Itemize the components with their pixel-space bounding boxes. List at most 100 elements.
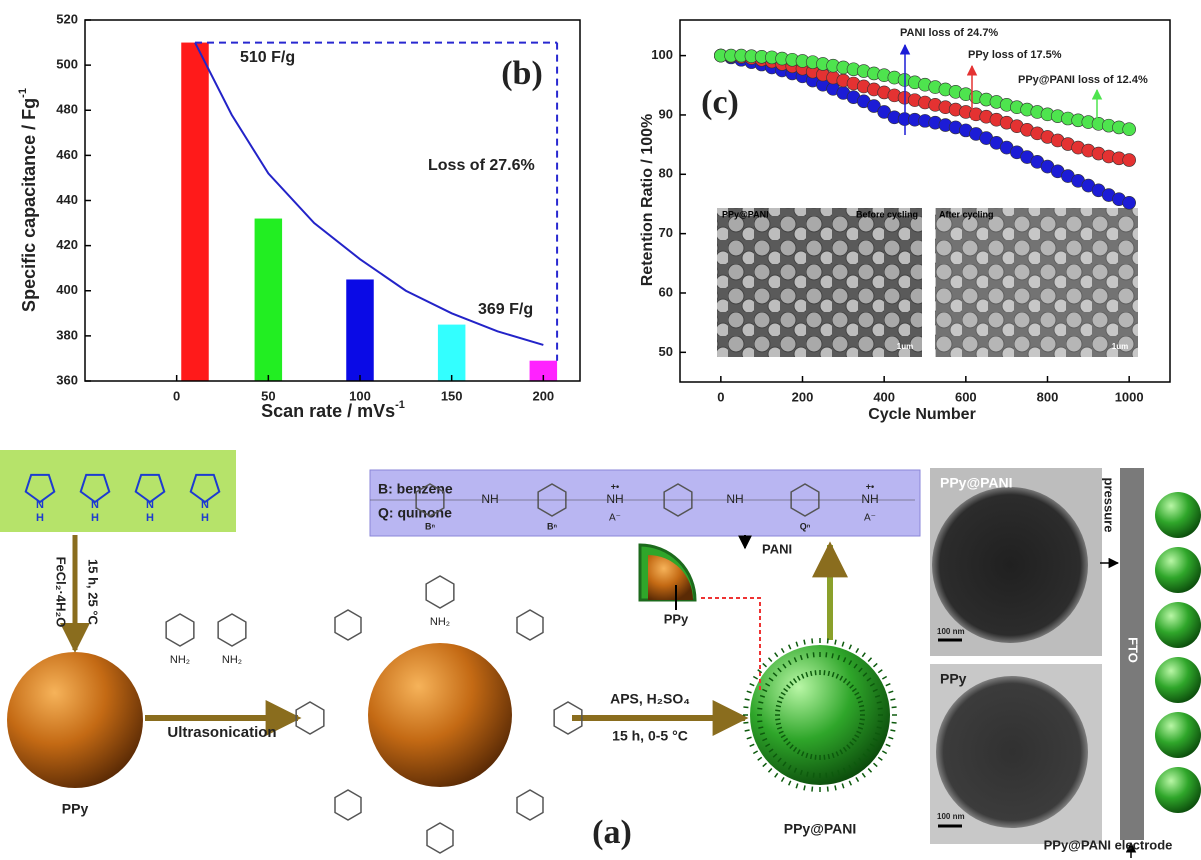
spike	[759, 694, 766, 698]
y-tick-label: 480	[56, 102, 78, 117]
spike	[890, 698, 896, 701]
spike	[780, 734, 786, 739]
spike	[812, 652, 815, 658]
spike	[866, 677, 872, 682]
spike	[780, 691, 786, 696]
benzene-ring	[516, 789, 544, 821]
chain-label: Bⁿ	[425, 521, 435, 531]
spike	[837, 654, 841, 661]
spike	[823, 754, 826, 760]
x-tick-label: 150	[441, 388, 463, 403]
spike	[795, 783, 799, 789]
spike	[809, 753, 813, 760]
spike	[856, 730, 862, 734]
spike	[856, 696, 862, 700]
spike	[799, 769, 803, 776]
spike	[867, 657, 873, 662]
spike	[752, 750, 759, 755]
spike	[861, 772, 866, 778]
spike	[792, 746, 798, 752]
spike	[848, 660, 853, 666]
spike	[758, 701, 764, 704]
spike	[759, 732, 766, 736]
spike	[762, 662, 767, 668]
conditions: 15 h, 25 °C	[86, 559, 101, 626]
axis-title-text: Cycle Number	[868, 406, 976, 423]
atom: H	[146, 512, 154, 524]
x-tick-label: 200	[532, 388, 554, 403]
x-tick-label: 600	[955, 389, 977, 404]
spike	[826, 786, 829, 792]
spike	[757, 669, 763, 674]
amine: NH₂	[170, 654, 190, 666]
spike	[787, 660, 792, 666]
axis-title: Retention Ratio / 100%	[639, 114, 656, 286]
spike	[758, 726, 764, 729]
label: PPy@PANI	[940, 475, 1013, 491]
spike	[775, 704, 782, 708]
chain-group: NH	[481, 492, 498, 506]
spike	[809, 670, 813, 677]
pyrrole-ring	[79, 473, 111, 504]
zoom-line	[700, 597, 761, 690]
ppy-sphere	[368, 643, 512, 787]
spike	[835, 673, 839, 679]
spike	[826, 638, 829, 644]
quarter-core	[648, 555, 693, 600]
spike	[782, 663, 787, 669]
spike	[806, 653, 809, 659]
axis-title-text: Specific capacitance / Fg	[19, 98, 39, 312]
spike	[842, 746, 848, 752]
annotation: PANI loss of 24.7%	[900, 27, 998, 39]
spike	[776, 700, 783, 704]
legend: Q: quinone	[378, 505, 452, 521]
electrode-sphere	[1155, 767, 1201, 813]
spike	[749, 743, 755, 748]
spike	[757, 707, 763, 710]
atom: N	[201, 499, 209, 511]
chain-charge: +•	[866, 481, 874, 491]
chain-group: NH	[861, 492, 878, 506]
spike	[768, 677, 774, 682]
spike	[848, 644, 853, 650]
x-tick-label: 0	[173, 388, 180, 403]
spike	[855, 776, 860, 783]
spike	[744, 729, 750, 732]
inset-label: PPy@PANI	[722, 209, 769, 219]
label: PPy	[664, 611, 689, 626]
fit-curve	[194, 42, 544, 346]
pyrrole-box	[0, 450, 236, 532]
spike	[789, 681, 794, 686]
spike	[825, 772, 828, 778]
spike	[776, 726, 783, 730]
spike	[831, 752, 835, 759]
spike	[801, 751, 805, 757]
chain-charge: +•	[611, 481, 619, 491]
spike	[796, 749, 801, 755]
spike	[767, 657, 773, 662]
benzene-ring	[334, 609, 362, 641]
spike	[877, 669, 883, 674]
spike	[831, 653, 834, 659]
spike	[762, 737, 768, 742]
spike	[803, 639, 806, 645]
chain-anion: A⁻	[609, 513, 621, 524]
x-tick-label: 50	[261, 388, 275, 403]
spike	[799, 654, 803, 661]
panel-label: (b)	[501, 55, 543, 92]
spike	[891, 706, 897, 709]
axis-title-text: Scan rate / mVs	[261, 401, 395, 421]
spike	[876, 726, 882, 729]
spike	[780, 776, 785, 783]
spike	[777, 667, 782, 673]
benzene-ring	[217, 613, 247, 647]
amine: NH₂	[430, 616, 450, 628]
label: PPy@PANI electrode	[1044, 837, 1173, 852]
benzene-ring	[165, 613, 195, 647]
atom: N	[91, 499, 99, 511]
spike	[767, 768, 773, 773]
spike	[775, 722, 782, 726]
spike	[858, 722, 865, 726]
spike	[831, 771, 834, 777]
